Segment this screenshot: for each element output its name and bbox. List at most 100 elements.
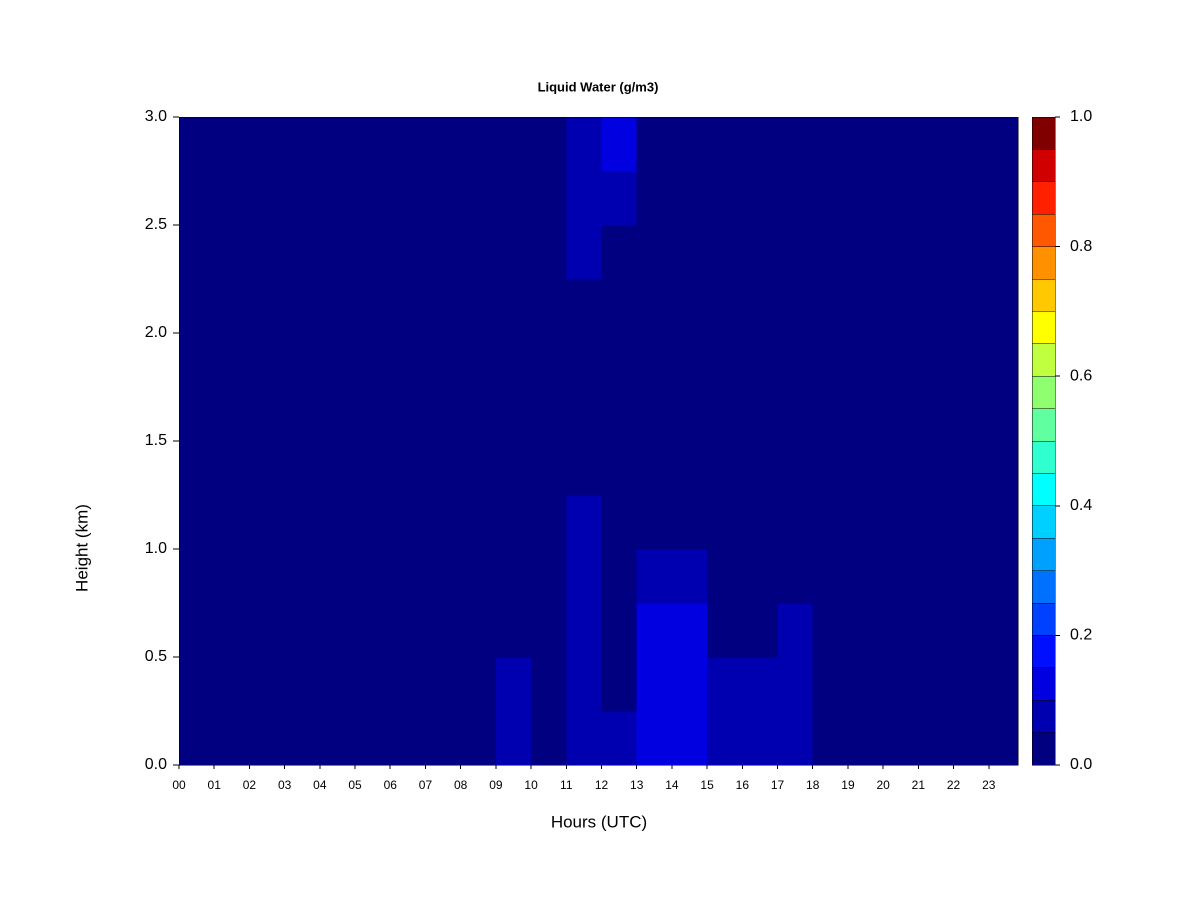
heat-cell	[812, 603, 849, 658]
heat-cell	[953, 657, 990, 712]
colorbar-swatch	[1031, 149, 1056, 183]
x-tick-label: 10	[524, 778, 538, 792]
heat-cell	[847, 441, 884, 496]
colorbar-swatch	[1031, 311, 1056, 345]
heat-cell	[918, 225, 955, 280]
heat-cell	[249, 657, 286, 712]
heat-cell	[601, 549, 638, 604]
heat-cell	[847, 603, 884, 658]
heat-cell	[777, 225, 814, 280]
heat-cell	[777, 117, 814, 172]
heat-cell	[812, 711, 849, 766]
heat-cell	[847, 495, 884, 550]
heat-cell	[355, 603, 391, 658]
heat-cell	[390, 441, 426, 496]
heat-cell	[460, 279, 497, 334]
heat-cell	[425, 171, 462, 226]
heat-cell	[390, 117, 426, 172]
colorbar-swatch	[1031, 343, 1056, 377]
x-tick-label: 22	[947, 778, 961, 792]
heat-cell	[284, 657, 321, 712]
heat-cell	[988, 171, 1019, 226]
heat-cell	[179, 603, 215, 658]
x-tick-label: 05	[348, 778, 362, 792]
heat-cell	[390, 657, 426, 712]
heat-cell	[742, 549, 779, 604]
x-tick-label: 21	[912, 778, 926, 792]
heat-cell	[249, 117, 286, 172]
colorbar-tick-label: 0.6	[1070, 367, 1092, 384]
heat-cell	[319, 549, 356, 604]
heat-cell	[214, 387, 250, 442]
heat-cell	[636, 441, 673, 496]
heat-cell	[671, 387, 708, 442]
heat-cell	[883, 279, 919, 334]
x-tick-label: 20	[876, 778, 890, 792]
heat-cell	[460, 603, 497, 658]
heat-cell	[249, 171, 286, 226]
heat-cell	[812, 441, 849, 496]
heat-cell	[847, 225, 884, 280]
heat-cell	[214, 171, 250, 226]
heat-cell	[742, 387, 779, 442]
heat-cell	[847, 549, 884, 604]
heat-cell	[742, 225, 779, 280]
heat-cell	[425, 387, 462, 442]
heat-cell	[883, 225, 919, 280]
heat-cell	[777, 549, 814, 604]
heat-cell	[390, 333, 426, 388]
heat-cell	[179, 549, 215, 604]
heat-cell	[988, 387, 1019, 442]
heat-cell	[355, 711, 391, 766]
heat-cell	[355, 279, 391, 334]
heat-cell	[460, 333, 497, 388]
heat-cell	[883, 171, 919, 226]
heat-cell	[284, 711, 321, 766]
heat-cell	[601, 711, 638, 766]
x-tick-label: 07	[419, 778, 433, 792]
heat-cell	[284, 171, 321, 226]
heat-cell	[671, 171, 708, 226]
heat-cell	[636, 603, 673, 658]
y-tick-label: 0.5	[145, 648, 167, 665]
heat-cell	[214, 711, 250, 766]
heat-cell	[636, 171, 673, 226]
heat-cell	[707, 657, 743, 712]
heat-cell	[883, 603, 919, 658]
heat-cell	[355, 441, 391, 496]
heat-cell	[495, 549, 532, 604]
heat-cell	[531, 171, 567, 226]
heat-cell	[812, 495, 849, 550]
heat-cell	[249, 225, 286, 280]
heat-cell	[742, 657, 779, 712]
heat-cell	[460, 657, 497, 712]
x-tick-label: 00	[172, 778, 186, 792]
heat-cell	[179, 171, 215, 226]
heat-cell	[707, 279, 743, 334]
heat-cell	[425, 657, 462, 712]
y-tick-label: 3.0	[145, 108, 167, 125]
heat-cell	[601, 441, 638, 496]
heat-cell	[883, 495, 919, 550]
heat-cell	[390, 387, 426, 442]
heat-cell	[777, 657, 814, 712]
heat-cell	[707, 225, 743, 280]
heat-cell	[566, 441, 602, 496]
heat-cell	[566, 387, 602, 442]
heat-cell	[390, 279, 426, 334]
heat-cell	[847, 279, 884, 334]
heat-cell	[566, 657, 602, 712]
heat-cell	[918, 279, 955, 334]
heat-cell	[425, 279, 462, 334]
heat-cell	[988, 333, 1019, 388]
heat-cell	[566, 549, 602, 604]
heat-cell	[883, 549, 919, 604]
heat-cell	[988, 711, 1019, 766]
heat-cell	[777, 387, 814, 442]
x-tick-label: 14	[665, 778, 679, 792]
heat-cell	[214, 441, 250, 496]
heat-cell	[953, 117, 990, 172]
heat-cell	[460, 549, 497, 604]
heat-cell	[566, 279, 602, 334]
colorbar-swatch	[1031, 699, 1056, 733]
